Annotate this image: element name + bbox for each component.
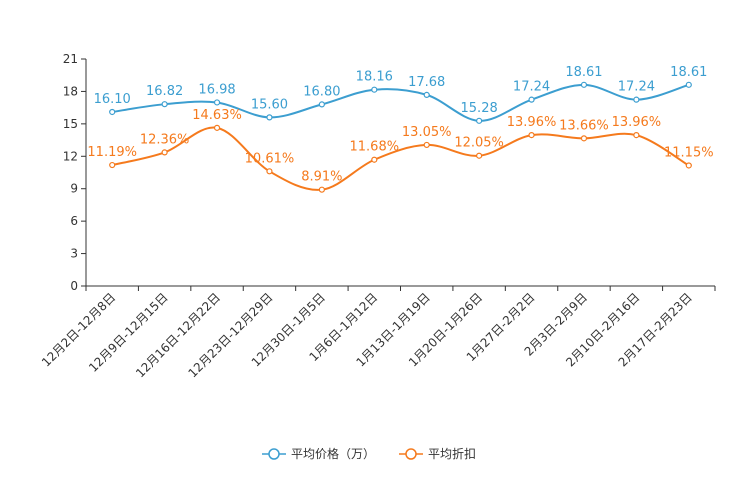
data-label: 17.24	[513, 80, 550, 95]
data-label: 16.10	[94, 92, 131, 107]
legend-label: 平均价格（万）	[291, 446, 375, 461]
legend-label: 平均折扣	[428, 446, 476, 461]
y-tick-label: 3	[70, 247, 78, 261]
series-line	[111, 126, 690, 191]
data-point	[476, 117, 483, 124]
data-point	[528, 131, 535, 139]
data-label: 11.19%	[87, 145, 137, 160]
y-tick-label: 0	[70, 279, 78, 293]
data-point	[213, 99, 221, 106]
data-point	[318, 186, 325, 193]
data-point	[685, 162, 692, 169]
data-label: 16.98	[198, 82, 235, 97]
y-tick-label: 6	[70, 214, 78, 228]
data-point	[213, 124, 221, 131]
data-label: 8.91%	[301, 170, 342, 185]
data-label: 15.60	[251, 97, 288, 112]
data-label: 12.36%	[140, 132, 190, 147]
data-point	[633, 131, 640, 139]
series-0: 16.10 16.82 16.98 15.60 16.80 18.16 17.68 15.28…	[94, 65, 707, 124]
data-point	[266, 114, 273, 121]
series-layer: 16.10 16.82 16.98 15.60 16.80 18.16 17.68 15.28…	[87, 65, 714, 193]
data-label: 12.05%	[454, 136, 504, 151]
legend-item-1: 平均折扣	[399, 446, 476, 461]
data-label: 17.24	[618, 80, 655, 95]
y-tick-label: 21	[63, 52, 78, 66]
data-label: 16.82	[146, 84, 183, 99]
data-label: 17.68	[408, 75, 445, 90]
data-point	[580, 81, 588, 88]
data-label: 18.61	[565, 65, 602, 80]
y-tick-label: 9	[70, 182, 78, 196]
data-point	[318, 101, 325, 108]
y-tick-label: 15	[63, 117, 78, 131]
data-point	[266, 168, 273, 175]
series-1: 11.19%12.36%14.63% 10.61% 8.91% 11.68%13.05…	[87, 108, 714, 193]
data-point	[685, 81, 692, 88]
data-label: 16.80	[303, 84, 340, 99]
data-point	[528, 96, 535, 103]
data-label: 10.61%	[245, 151, 295, 166]
data-point	[371, 156, 378, 163]
data-point	[423, 141, 430, 149]
data-label: 18.16	[356, 70, 393, 85]
data-point	[580, 135, 588, 142]
legend-marker-icon	[268, 448, 280, 460]
data-point	[109, 108, 116, 116]
data-label: 13.96%	[507, 115, 557, 130]
legend: 平均价格（万） 平均折扣	[262, 446, 476, 461]
data-label: 13.05%	[402, 125, 452, 140]
legend-item-0: 平均价格（万）	[262, 446, 375, 461]
data-label: 11.68%	[350, 140, 400, 155]
data-point	[371, 86, 378, 93]
axes: 03691215182112月2日-12月8日12月9日-12月15日12月16…	[39, 52, 716, 380]
data-point	[109, 161, 116, 169]
data-label: 15.28	[461, 101, 498, 116]
data-label: 18.61	[670, 65, 707, 80]
data-point	[633, 96, 640, 103]
y-tick-label: 12	[63, 149, 78, 163]
y-tick-label: 18	[63, 84, 78, 98]
legend-marker-icon	[405, 448, 417, 460]
data-label: 13.96%	[612, 115, 662, 130]
data-label: 11.15%	[664, 145, 714, 160]
series-line	[112, 83, 690, 122]
data-label: 14.63%	[192, 108, 242, 123]
data-label: 13.66%	[559, 118, 609, 133]
data-point	[161, 101, 168, 108]
data-point	[423, 91, 430, 98]
data-point	[476, 152, 483, 159]
data-point	[161, 149, 168, 156]
